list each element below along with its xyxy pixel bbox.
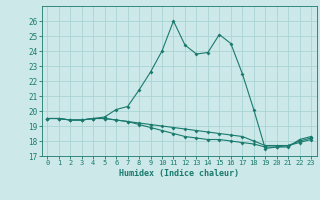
X-axis label: Humidex (Indice chaleur): Humidex (Indice chaleur) xyxy=(119,169,239,178)
